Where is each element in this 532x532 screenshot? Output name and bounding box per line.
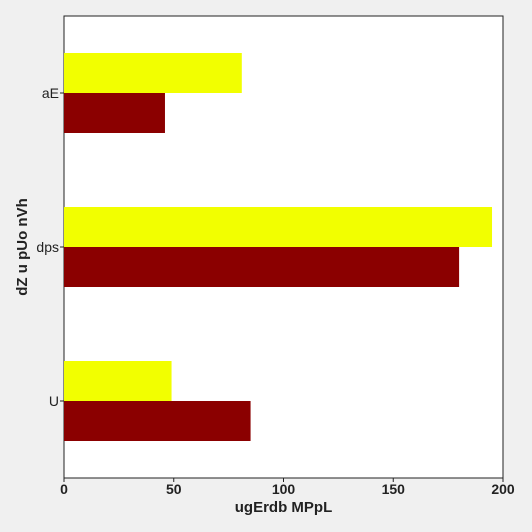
bar-aE-series-1 bbox=[64, 53, 242, 93]
bar-dps-series-2 bbox=[64, 247, 460, 287]
bar-U-series-2 bbox=[64, 401, 251, 441]
x-axis-title: ugErdb MPpL bbox=[235, 499, 333, 516]
x-tick-label: 0 bbox=[60, 481, 68, 497]
x-tick-label: 50 bbox=[166, 481, 182, 497]
bar-aE-series-2 bbox=[64, 93, 165, 133]
y-tick-label: aE bbox=[42, 85, 59, 101]
bar-U-series-1 bbox=[64, 361, 172, 401]
y-axis: aE dps U bbox=[36, 85, 64, 409]
y-axis-title: dZ u pUo nVh bbox=[14, 198, 31, 295]
x-axis: 0 50 100 150 200 bbox=[60, 478, 515, 497]
bars-group bbox=[64, 53, 493, 441]
x-tick-label: 100 bbox=[272, 481, 296, 497]
y-tick-label: dps bbox=[36, 239, 59, 255]
x-tick-label: 200 bbox=[491, 481, 515, 497]
x-tick-label: 150 bbox=[382, 481, 406, 497]
y-tick-label: U bbox=[49, 393, 59, 409]
bar-dps-series-1 bbox=[64, 207, 493, 247]
